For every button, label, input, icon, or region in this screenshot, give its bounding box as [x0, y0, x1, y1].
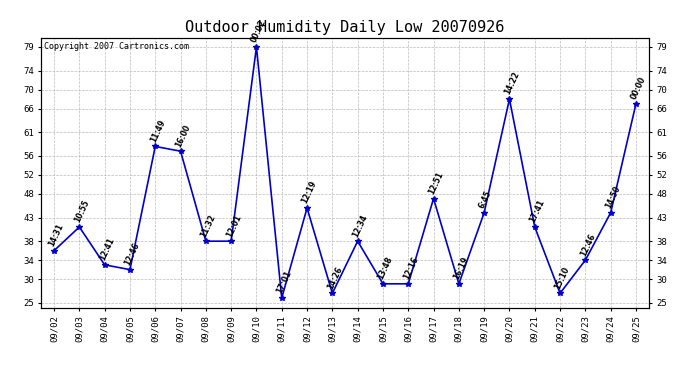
Text: Copyright 2007 Cartronics.com: Copyright 2007 Cartronics.com: [44, 42, 190, 51]
Text: 16:00: 16:00: [174, 123, 192, 148]
Text: 12:41: 12:41: [98, 236, 116, 262]
Text: 15:10: 15:10: [553, 265, 571, 291]
Text: 00:02: 00:02: [250, 18, 268, 44]
Text: 17:41: 17:41: [528, 198, 546, 224]
Text: 14:31: 14:31: [48, 222, 66, 248]
Text: 12:19: 12:19: [300, 180, 319, 205]
Text: 10:55: 10:55: [72, 199, 91, 224]
Text: 14:22: 14:22: [503, 70, 521, 96]
Text: 12:46: 12:46: [579, 232, 597, 257]
Text: 16:19: 16:19: [452, 255, 471, 281]
Text: 14:50: 14:50: [604, 184, 622, 210]
Text: 12:34: 12:34: [351, 213, 369, 238]
Text: 13:48: 13:48: [376, 255, 395, 281]
Text: 14:26: 14:26: [326, 265, 344, 291]
Title: Outdoor Humidity Daily Low 20070926: Outdoor Humidity Daily Low 20070926: [186, 20, 504, 35]
Text: 17:01: 17:01: [275, 270, 293, 295]
Text: 00:00: 00:00: [629, 75, 647, 101]
Text: 12:01: 12:01: [224, 213, 243, 238]
Text: 12:51: 12:51: [427, 170, 445, 196]
Text: 11:32: 11:32: [199, 213, 217, 238]
Text: 12:16: 12:16: [402, 255, 420, 281]
Text: 6:45: 6:45: [477, 189, 493, 210]
Text: 11:49: 11:49: [148, 118, 167, 144]
Text: 12:46: 12:46: [124, 241, 141, 267]
